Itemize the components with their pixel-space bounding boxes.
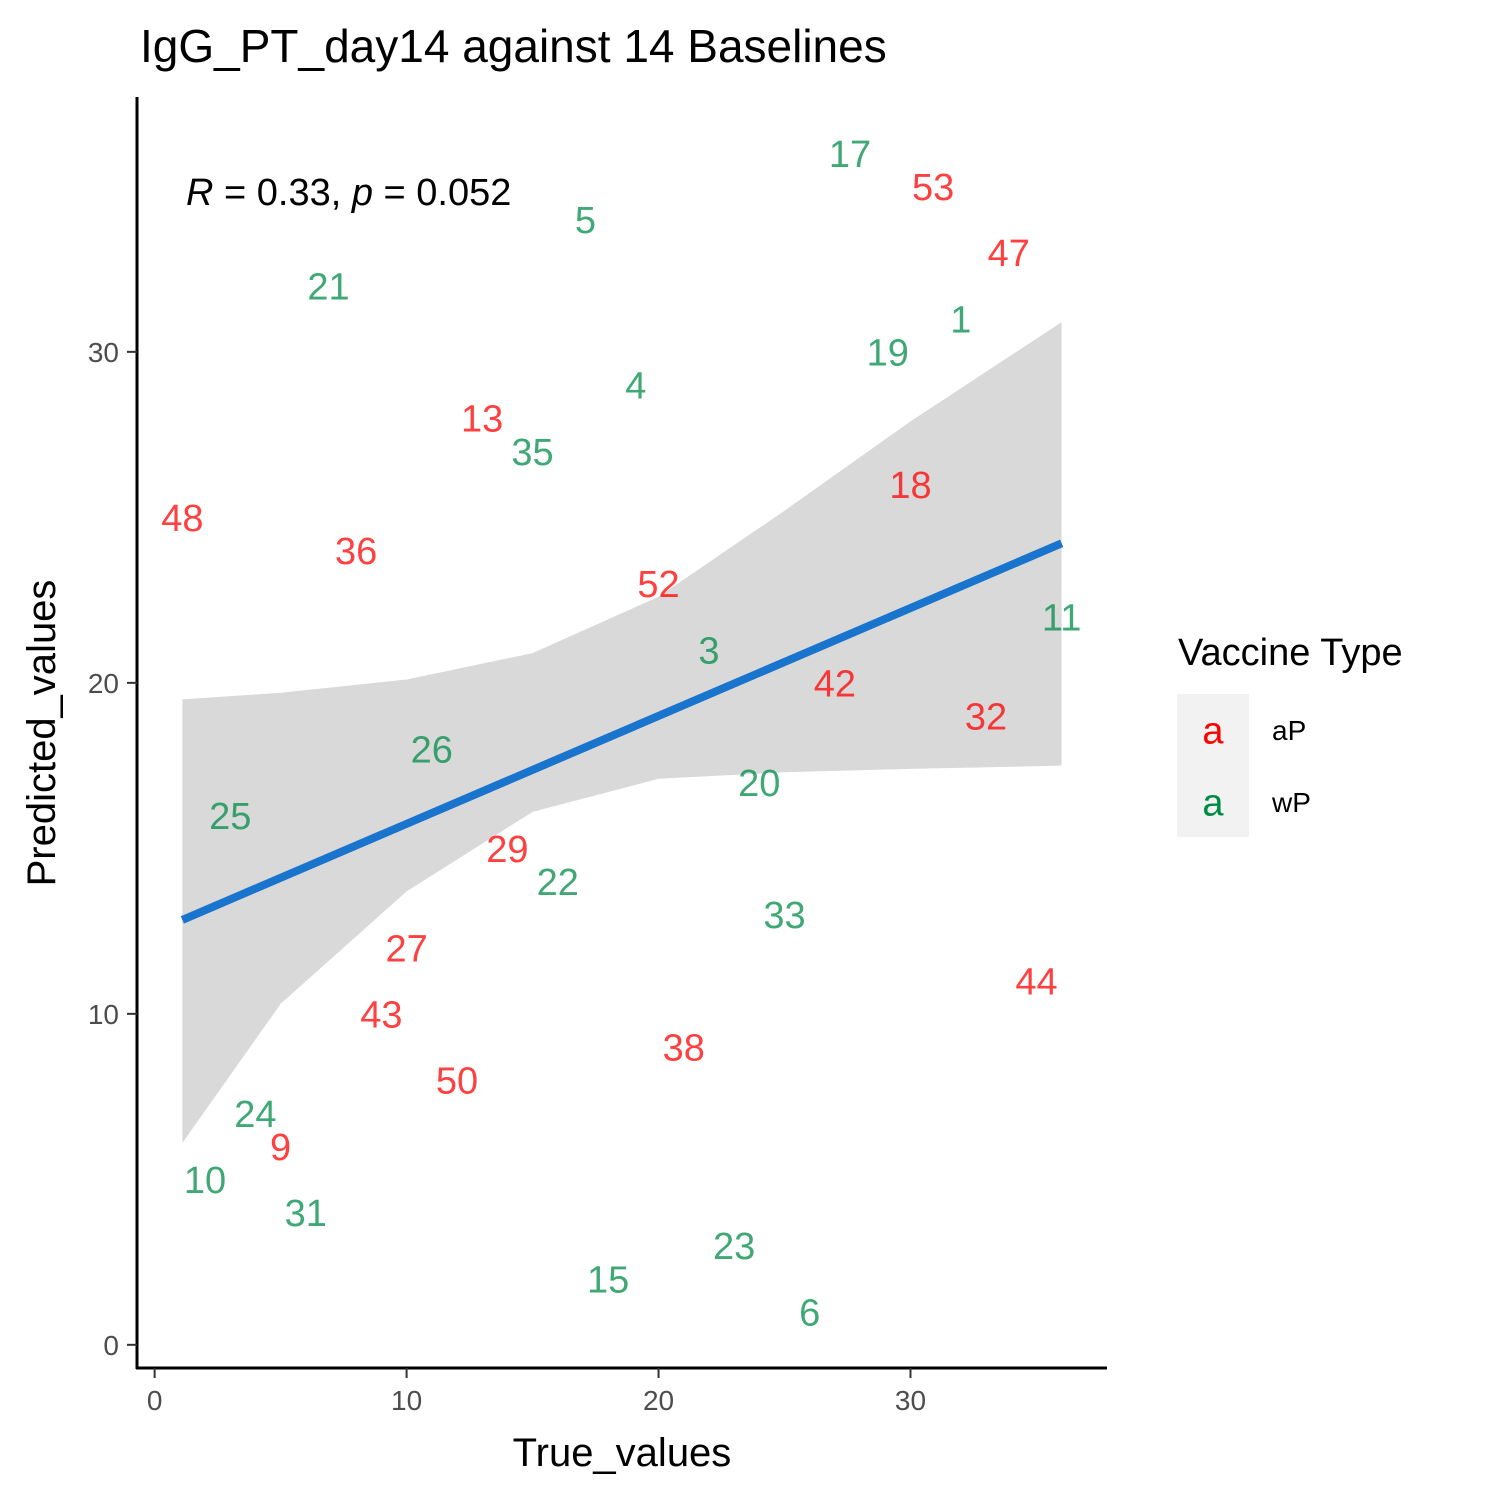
point-label-6: 6: [799, 1292, 820, 1334]
point-label-43: 43: [360, 995, 402, 1037]
point-label-52: 52: [637, 564, 679, 606]
point-label-9: 9: [270, 1127, 291, 1169]
point-label-27: 27: [385, 928, 427, 970]
point-label-23: 23: [713, 1226, 755, 1268]
legend-label-wP: wP: [1271, 787, 1311, 818]
point-label-33: 33: [763, 895, 805, 937]
y-tick-label: 20: [88, 668, 119, 699]
x-tick-label: 20: [643, 1385, 674, 1416]
legend-key-wP: a: [1202, 783, 1224, 825]
x-tick-label: 10: [391, 1385, 422, 1416]
point-label-36: 36: [335, 531, 377, 573]
point-label-1: 1: [950, 299, 971, 341]
point-label-44: 44: [1015, 961, 1057, 1003]
point-label-32: 32: [965, 697, 1007, 739]
point-label-47: 47: [988, 233, 1030, 275]
y-axis-label: Predicted_values: [20, 580, 64, 887]
legend-title: Vaccine Type: [1178, 632, 1403, 674]
x-tick-label: 30: [895, 1385, 926, 1416]
legend-key-aP: a: [1202, 711, 1224, 753]
point-label-53: 53: [912, 167, 954, 209]
point-label-22: 22: [537, 862, 579, 904]
point-label-3: 3: [698, 630, 719, 672]
y-tick-label: 0: [103, 1330, 119, 1361]
point-label-26: 26: [411, 730, 453, 772]
point-label-29: 29: [486, 829, 528, 871]
point-label-31: 31: [285, 1193, 327, 1235]
legend-key-background: [1177, 694, 1249, 837]
correlation-annotation: R = 0.33, p = 0.052: [186, 172, 511, 214]
point-label-24: 24: [234, 1094, 276, 1136]
point-label-10: 10: [184, 1160, 226, 1202]
legend-label-aP: aP: [1272, 715, 1306, 746]
y-tick-label: 30: [88, 337, 119, 368]
x-axis-label: True_values: [513, 1431, 732, 1475]
legend: Vaccine Type a aP a wP: [1177, 632, 1403, 837]
p-value: = 0.052: [373, 172, 511, 214]
point-label-11: 11: [1042, 597, 1081, 639]
legend-entries: a aP a wP: [1202, 711, 1310, 825]
point-label-48: 48: [161, 498, 203, 540]
point-label-38: 38: [663, 1028, 705, 1070]
point-label-13: 13: [461, 399, 503, 441]
point-label-19: 19: [867, 333, 909, 375]
point-label-21: 21: [307, 266, 349, 308]
point-label-4: 4: [625, 366, 646, 408]
y-tick-label: 10: [88, 999, 119, 1030]
point-label-17: 17: [829, 134, 871, 176]
point-label-25: 25: [209, 796, 251, 838]
point-label-20: 20: [738, 763, 780, 805]
point-label-35: 35: [511, 432, 553, 474]
y-ticks: 0 10 20 30: [88, 337, 137, 1361]
point-label-42: 42: [814, 664, 856, 706]
x-tick-label: 0: [147, 1385, 163, 1416]
regression-line-layer: [180, 539, 1064, 924]
r-symbol: R: [186, 172, 213, 214]
p-symbol: p: [351, 172, 373, 214]
regression-line: [180, 539, 1064, 924]
chart-title: IgG_PT_day14 against 14 Baselines: [140, 20, 887, 72]
x-ticks: 0 10 20 30: [147, 1368, 926, 1416]
axes-layer: [135, 97, 1107, 1370]
point-label-50: 50: [436, 1061, 478, 1103]
point-label-5: 5: [575, 200, 596, 242]
point-label-15: 15: [587, 1259, 629, 1301]
r-value: = 0.33,: [213, 172, 351, 214]
point-label-18: 18: [889, 465, 931, 507]
